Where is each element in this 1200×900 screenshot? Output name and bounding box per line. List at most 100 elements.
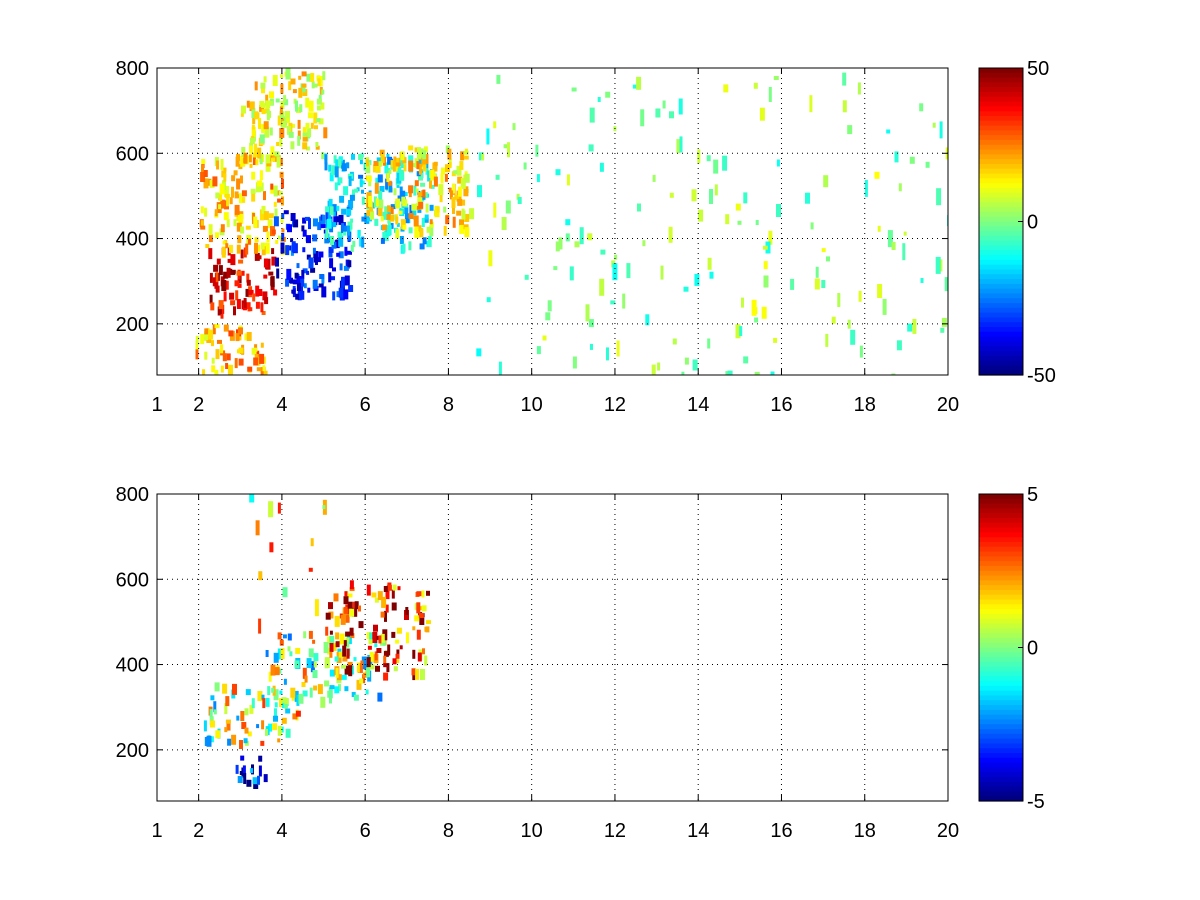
heatmap-cell bbox=[270, 146, 275, 156]
heatmap-cell bbox=[363, 664, 367, 669]
heatmap-cell bbox=[299, 104, 303, 113]
heatmap-cell bbox=[341, 674, 347, 680]
heatmap-cell bbox=[354, 601, 359, 610]
heatmap-cell bbox=[476, 348, 482, 357]
heatmap-cell bbox=[225, 243, 229, 249]
heatmap-cell bbox=[200, 206, 204, 214]
heatmap-cell bbox=[723, 84, 729, 93]
heatmap-cell bbox=[245, 288, 249, 297]
heatmap-cell bbox=[281, 233, 285, 241]
colorbar-swatch bbox=[979, 322, 1023, 328]
heatmap-cell bbox=[348, 200, 354, 208]
heatmap-cell bbox=[416, 602, 421, 614]
heatmap-cell bbox=[341, 276, 345, 288]
heatmap-cell bbox=[268, 271, 274, 276]
heatmap-cell bbox=[406, 632, 409, 644]
heatmap-cell bbox=[281, 178, 284, 189]
heatmap-cell bbox=[319, 274, 325, 279]
colorbar-swatch bbox=[979, 719, 1023, 725]
heatmap-cell bbox=[260, 342, 264, 348]
heatmap-cell bbox=[292, 279, 297, 285]
heatmap-cell bbox=[451, 197, 456, 208]
heatmap-cell bbox=[235, 156, 240, 167]
heatmap-cell bbox=[395, 653, 400, 659]
heatmap-cell bbox=[236, 178, 241, 190]
heatmap-cell bbox=[285, 708, 291, 714]
heatmap-cell bbox=[390, 160, 394, 168]
heatmap-cell bbox=[317, 222, 322, 231]
heatmap-cell bbox=[308, 218, 311, 230]
heatmap-cell bbox=[380, 237, 385, 244]
colorbar-swatch bbox=[979, 72, 1023, 79]
heatmap-cell bbox=[258, 755, 263, 762]
heatmap-cell bbox=[387, 180, 392, 186]
heatmap-cell bbox=[823, 175, 829, 188]
colorbar-swatch bbox=[979, 642, 1023, 649]
heatmap-cell bbox=[361, 196, 365, 205]
x-tick-label: 10 bbox=[521, 820, 543, 842]
y-tick-label: 400 bbox=[116, 655, 149, 677]
heatmap-cell bbox=[882, 298, 887, 315]
heatmap-cell bbox=[842, 72, 847, 86]
heatmap-cell bbox=[265, 697, 270, 707]
top-heatmap-axes-frame bbox=[156, 67, 949, 376]
heatmap-cell bbox=[413, 185, 417, 196]
heatmap-cell bbox=[226, 219, 230, 228]
heatmap-cell bbox=[352, 240, 356, 247]
heatmap-cell bbox=[341, 664, 346, 669]
heatmap-cell bbox=[751, 299, 757, 316]
heatmap-cell bbox=[285, 68, 291, 80]
heatmap-cell bbox=[461, 208, 465, 220]
heatmap-cell bbox=[235, 290, 239, 301]
heatmap-cell bbox=[251, 698, 255, 709]
heatmap-cell bbox=[263, 370, 268, 375]
heatmap-cell bbox=[610, 300, 616, 305]
heatmap-cell bbox=[266, 231, 270, 243]
colorbar-swatch bbox=[979, 173, 1023, 179]
heatmap-cell bbox=[493, 121, 497, 129]
heatmap-cell bbox=[440, 173, 444, 184]
heatmap-cell bbox=[302, 247, 306, 253]
heatmap-cell bbox=[809, 95, 813, 113]
heatmap-cell bbox=[443, 225, 447, 236]
heatmap-cell bbox=[260, 209, 264, 221]
heatmap-cell bbox=[501, 217, 507, 230]
heatmap-cell bbox=[408, 145, 414, 151]
colorbar-swatch bbox=[979, 796, 1023, 802]
heatmap-cell bbox=[227, 738, 232, 746]
heatmap-cell bbox=[335, 632, 340, 640]
heatmap-cell bbox=[325, 206, 330, 213]
heatmap-cell bbox=[356, 679, 362, 690]
heatmap-cell bbox=[257, 180, 262, 187]
heatmap-cell bbox=[857, 82, 861, 95]
colorbar-swatch bbox=[979, 537, 1023, 543]
bottom-heatmap-axes-frame bbox=[156, 493, 949, 802]
colorbar-swatch bbox=[979, 575, 1023, 581]
heatmap-cell bbox=[768, 230, 773, 245]
heatmap-cell bbox=[226, 267, 231, 278]
heatmap-cell bbox=[579, 227, 584, 245]
heatmap-cell bbox=[256, 356, 261, 366]
colorbar-swatch bbox=[979, 77, 1023, 83]
heatmap-cell bbox=[347, 260, 352, 268]
heatmap-cell bbox=[420, 182, 426, 187]
colorbar-swatch bbox=[979, 494, 1023, 500]
heatmap-cell bbox=[469, 208, 475, 220]
heatmap-cell bbox=[240, 196, 246, 203]
heatmap-cell bbox=[397, 586, 401, 591]
heatmap-cell bbox=[773, 337, 778, 343]
heatmap-cell bbox=[399, 169, 405, 181]
heatmap-cell bbox=[320, 696, 326, 708]
heatmap-cell bbox=[301, 682, 306, 687]
heatmap-cell bbox=[332, 222, 337, 228]
heatmap-cell bbox=[338, 251, 344, 259]
heatmap-cell bbox=[404, 207, 409, 215]
heatmap-cell bbox=[277, 115, 281, 126]
heatmap-cell bbox=[305, 97, 310, 108]
heatmap-cell bbox=[325, 612, 331, 620]
heatmap-cell bbox=[396, 627, 402, 634]
heatmap-cell bbox=[347, 601, 353, 609]
heatmap-cell bbox=[390, 204, 396, 210]
heatmap-cell bbox=[301, 225, 305, 232]
heatmap-cell bbox=[230, 254, 236, 266]
